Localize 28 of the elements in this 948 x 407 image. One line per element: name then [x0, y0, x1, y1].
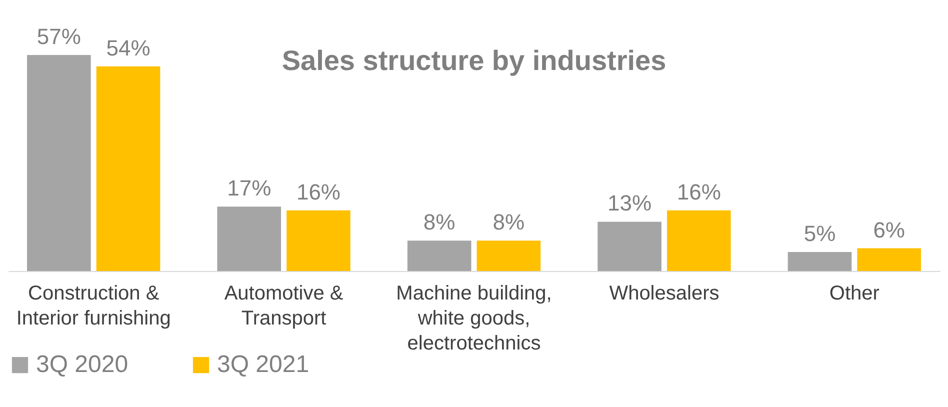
- bar: [788, 252, 852, 271]
- data-label: 8%: [423, 210, 456, 235]
- x-tick-label: Other: [829, 282, 880, 304]
- data-label: 13%: [608, 190, 652, 216]
- data-label: 54%: [106, 35, 150, 60]
- bar: [286, 210, 350, 271]
- data-label: 16%: [296, 179, 340, 204]
- data-label: 17%: [227, 176, 272, 201]
- x-tick-label: Construction & Interior furnishing: [16, 282, 171, 330]
- bar: [666, 210, 731, 271]
- x-tick-label: Automotive & Transport: [224, 282, 344, 330]
- bar: [857, 248, 921, 271]
- bar: [598, 222, 662, 271]
- x-tick-label: Wholesalers: [609, 282, 720, 304]
- data-label: 5%: [804, 221, 836, 246]
- chart-title: Sales structure by industries: [282, 45, 666, 76]
- data-label: 8%: [492, 210, 525, 235]
- bar: [96, 66, 160, 271]
- bar: [407, 240, 472, 271]
- bar: [476, 240, 541, 271]
- x-tick-label: Machine building, white goods, electrotechnics: [396, 282, 552, 354]
- data-label: 6%: [873, 217, 905, 242]
- data-label: 16%: [676, 179, 721, 204]
- legend-label: 3Q 2020: [36, 351, 128, 378]
- legend-label: 3Q 2021: [217, 351, 310, 378]
- data-label: 57%: [36, 24, 81, 49]
- bar: [27, 55, 91, 271]
- bar: [217, 206, 282, 271]
